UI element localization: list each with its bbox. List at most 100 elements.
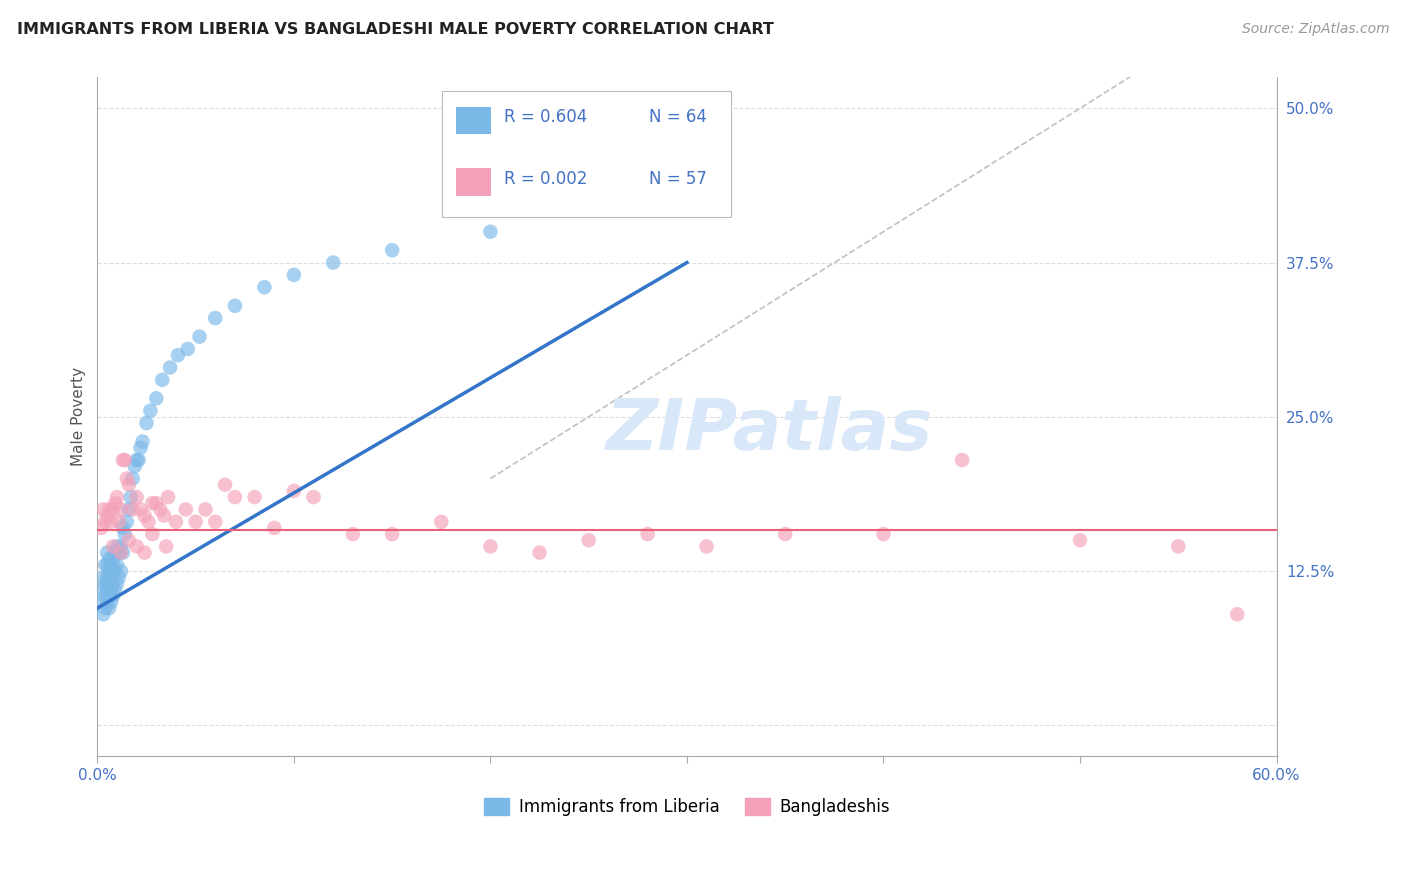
Point	[145, 392, 167, 406]
FancyBboxPatch shape	[456, 107, 491, 135]
Point	[104, 496, 127, 510]
Point	[96, 546, 118, 560]
Point	[134, 546, 156, 560]
FancyBboxPatch shape	[441, 91, 731, 217]
Point	[101, 589, 124, 603]
Point	[224, 299, 246, 313]
Point	[96, 558, 118, 572]
Text: ZIPatlas: ZIPatlas	[606, 396, 934, 465]
Point	[98, 502, 121, 516]
Point	[96, 508, 118, 523]
Point	[529, 546, 551, 560]
Point	[94, 515, 117, 529]
Point	[149, 502, 172, 516]
Text: R = 0.604: R = 0.604	[505, 109, 588, 127]
Point	[167, 348, 190, 362]
Point	[153, 508, 176, 523]
Point	[96, 595, 118, 609]
Point	[696, 540, 718, 554]
Point	[111, 546, 134, 560]
Point	[302, 490, 325, 504]
Point	[243, 490, 266, 504]
Point	[115, 515, 138, 529]
Point	[98, 551, 121, 566]
Point	[253, 280, 276, 294]
Text: R = 0.002: R = 0.002	[505, 169, 588, 187]
Point	[94, 601, 117, 615]
Point	[139, 403, 162, 417]
Point	[342, 527, 364, 541]
Point	[141, 496, 163, 510]
Point	[110, 564, 132, 578]
Point	[118, 502, 141, 516]
Point	[108, 546, 131, 560]
Point	[165, 515, 187, 529]
Point	[184, 515, 207, 529]
Point	[101, 540, 124, 554]
Point	[950, 453, 973, 467]
Point	[101, 576, 124, 591]
Point	[637, 527, 659, 541]
Point	[101, 564, 124, 578]
Point	[150, 373, 173, 387]
Point	[110, 540, 132, 554]
Point	[94, 558, 117, 572]
Point	[104, 546, 127, 560]
Point	[263, 521, 285, 535]
Point	[100, 582, 122, 597]
Point	[194, 502, 217, 516]
Point	[125, 490, 148, 504]
Point	[115, 472, 138, 486]
Point	[578, 533, 600, 548]
Point	[105, 490, 128, 504]
Point	[94, 576, 117, 591]
Point	[94, 589, 117, 603]
Point	[174, 502, 197, 516]
Point	[96, 582, 118, 597]
Point	[128, 453, 150, 467]
Text: IMMIGRANTS FROM LIBERIA VS BANGLADESHI MALE POVERTY CORRELATION CHART: IMMIGRANTS FROM LIBERIA VS BANGLADESHI M…	[17, 22, 773, 37]
Point	[381, 527, 404, 541]
Point	[114, 527, 136, 541]
Point	[1226, 607, 1249, 622]
Point	[91, 607, 114, 622]
FancyBboxPatch shape	[456, 169, 491, 195]
Text: Source: ZipAtlas.com: Source: ZipAtlas.com	[1241, 22, 1389, 37]
Point	[98, 576, 121, 591]
Point	[91, 570, 114, 584]
Point	[101, 502, 124, 516]
Point	[90, 595, 112, 609]
Point	[100, 570, 122, 584]
Point	[283, 268, 305, 282]
Point	[105, 540, 128, 554]
Point	[159, 360, 181, 375]
Point	[155, 540, 177, 554]
Point	[104, 564, 127, 578]
Point	[131, 434, 153, 449]
Point	[135, 416, 157, 430]
Text: N = 57: N = 57	[650, 169, 707, 187]
Text: N = 64: N = 64	[650, 109, 707, 127]
Point	[105, 576, 128, 591]
Point	[177, 342, 200, 356]
Point	[101, 551, 124, 566]
Point	[479, 225, 502, 239]
Point	[1069, 533, 1091, 548]
Point	[125, 540, 148, 554]
Point	[214, 477, 236, 491]
Point	[98, 589, 121, 603]
Point	[157, 490, 180, 504]
Point	[322, 255, 344, 269]
Point	[124, 459, 146, 474]
Point	[129, 502, 152, 516]
Point	[108, 570, 131, 584]
Point	[381, 244, 404, 258]
Point	[204, 311, 226, 326]
Y-axis label: Male Poverty: Male Poverty	[72, 368, 86, 467]
Point	[100, 515, 122, 529]
Point	[100, 558, 122, 572]
Point	[120, 490, 142, 504]
Point	[141, 527, 163, 541]
Point	[224, 490, 246, 504]
Point	[98, 601, 121, 615]
